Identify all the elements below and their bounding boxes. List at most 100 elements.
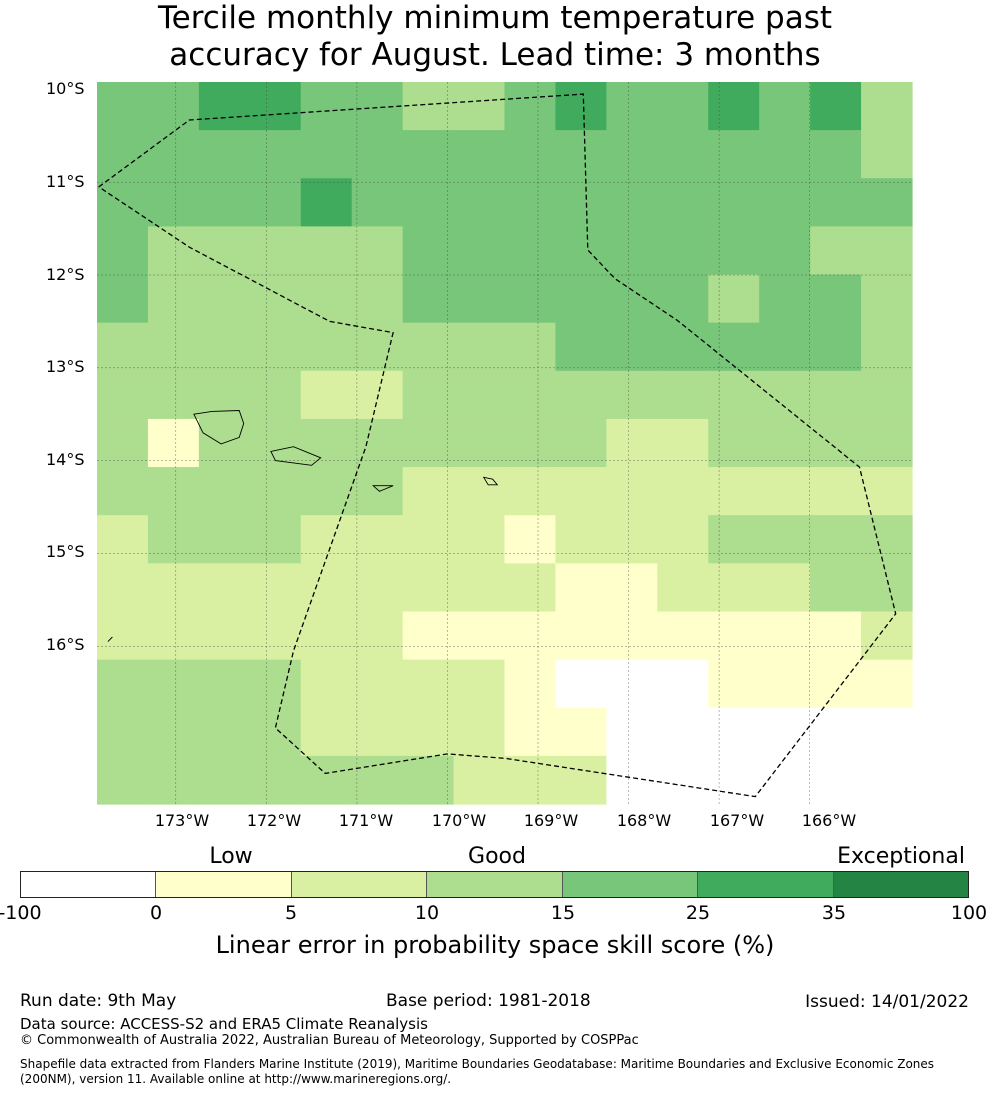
skill-cell: [606, 467, 658, 516]
skill-cell: [759, 467, 811, 516]
skill-cell: [708, 418, 760, 468]
skill-cell: [198, 755, 251, 805]
skill-cell: [504, 82, 557, 131]
skill-cell: [555, 515, 607, 564]
skill-cell: [249, 707, 302, 757]
skill-cell: [657, 659, 709, 709]
lon-label-169w: 169°W: [523, 811, 579, 830]
skill-cell: [759, 418, 811, 468]
skill-cell: [351, 611, 404, 661]
colorbar-tick: 0: [149, 902, 163, 924]
skill-cell: [606, 563, 658, 613]
skill-cell: [402, 274, 455, 324]
skill-cell: [453, 563, 506, 613]
skill-cell: [759, 611, 811, 661]
skill-cell: [402, 130, 455, 179]
skill-cell: [97, 659, 149, 709]
skill-grid: [97, 82, 913, 805]
skill-cell: [249, 274, 302, 324]
skill-cell: [249, 659, 302, 709]
skill-cell: [351, 370, 404, 420]
skill-cell: [759, 82, 811, 131]
skill-cell: [504, 515, 557, 564]
skill-cell: [810, 515, 862, 564]
skill-cell: [453, 418, 506, 468]
skill-cell: [504, 274, 557, 324]
skill-cell: [351, 659, 404, 709]
data-source: Data source: ACCESS-S2 and ERA5 Climate …: [20, 1015, 428, 1033]
skill-cell: [249, 563, 302, 613]
skill-cell: [147, 82, 200, 131]
skill-cell: [657, 467, 709, 516]
colorbar-category-low: Low: [209, 844, 253, 869]
colorbar-axis-label: Linear error in probability space skill …: [215, 931, 775, 959]
skill-cell: [759, 226, 811, 276]
skill-cell: [861, 707, 913, 757]
skill-cell: [97, 370, 149, 420]
skill-cell: [351, 467, 404, 516]
skill-cell: [504, 659, 557, 709]
skill-cell: [97, 467, 149, 516]
skill-cell: [249, 82, 302, 131]
skill-cell: [402, 322, 455, 372]
skill-cell: [555, 274, 607, 324]
colorbar-tick: 25: [685, 902, 711, 924]
base-period: Base period: 1981-2018: [386, 991, 591, 1011]
skill-cell: [453, 370, 506, 420]
skill-cell: [97, 82, 149, 131]
colorbar-segment: [156, 872, 292, 897]
skill-cell: [402, 467, 455, 516]
skill-cell: [810, 178, 862, 227]
skill-cell: [147, 274, 200, 324]
maritime-boundary-line: [98, 93, 897, 798]
colorbar-segment: [21, 872, 157, 897]
skill-cell: [759, 707, 811, 757]
skill-cell: [810, 659, 862, 709]
skill-map: [97, 82, 913, 805]
skill-cell: [810, 755, 862, 805]
skill-cell: [453, 274, 506, 324]
skill-cell: [453, 130, 506, 179]
skill-cell: [402, 755, 455, 805]
skill-cell: [249, 418, 302, 468]
skill-cell: [504, 322, 557, 372]
skill-cell: [351, 130, 404, 179]
skill-cell: [198, 82, 251, 131]
skill-cell: [198, 611, 251, 661]
skill-cell: [147, 515, 200, 564]
island-outline: [107, 636, 113, 642]
lat-label-13s: 13°S: [46, 357, 85, 376]
skill-cell: [810, 322, 862, 372]
skill-cell: [810, 611, 862, 661]
skill-cell: [657, 515, 709, 564]
skill-cell: [606, 515, 658, 564]
skill-cell: [249, 755, 302, 805]
lon-label-172w: 172°W: [246, 811, 302, 830]
skill-cell: [555, 130, 607, 179]
skill-cell: [453, 82, 506, 131]
skill-cell: [402, 82, 455, 131]
skill-cell: [708, 130, 760, 179]
skill-cell: [657, 322, 709, 372]
colorbar-tick: 100: [950, 902, 988, 924]
skill-cell: [555, 755, 607, 805]
skill-cell: [300, 659, 353, 709]
skill-cell: [708, 82, 760, 131]
skill-cell: [147, 418, 200, 468]
skill-cell: [759, 370, 811, 420]
skill-cell: [555, 370, 607, 420]
skill-cell: [861, 418, 913, 468]
skill-cell: [606, 274, 658, 324]
map-title-line-2: accuracy for August. Lead time: 3 months: [169, 37, 821, 73]
skill-cell: [402, 178, 455, 227]
skill-cell: [198, 178, 251, 227]
skill-cell: [504, 130, 557, 179]
shapefile-credit-line-2: (200NM), version 11. Available online at…: [20, 1072, 452, 1086]
skill-cell: [198, 418, 251, 468]
skill-cell: [504, 226, 557, 276]
skill-cell: [606, 130, 658, 179]
colorbar-tick: -100: [0, 902, 42, 924]
island-outline: [482, 476, 499, 486]
skill-cell: [300, 611, 353, 661]
skill-cell: [249, 322, 302, 372]
